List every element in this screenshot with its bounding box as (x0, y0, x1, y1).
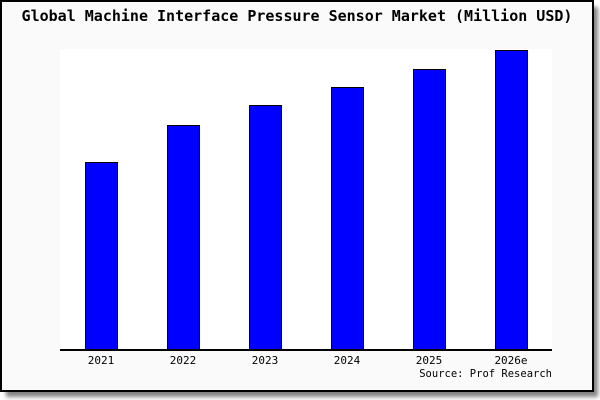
chart-frame: Global Machine Interface Pressure Sensor… (0, 0, 594, 392)
x-tick-label-2023: 2023 (251, 354, 279, 367)
bar-2024 (330, 86, 364, 349)
x-tick-label-2024: 2024 (333, 354, 361, 367)
chart-title: Global Machine Interface Pressure Sensor… (21, 7, 573, 25)
x-tick-label-2022: 2022 (169, 354, 197, 367)
x-axis-labels: 2021 2022 2023 2024 2025 2026e (60, 354, 552, 368)
x-tick-label-2026e: 2026e (494, 354, 528, 367)
bar-2022 (166, 124, 200, 349)
bar-2025 (412, 68, 446, 349)
plot-area (60, 49, 552, 351)
source-credit: Source: Prof Research (419, 368, 552, 380)
bar-2026e (494, 49, 528, 349)
bar-2023 (248, 105, 282, 349)
x-tick-label-2025: 2025 (415, 354, 443, 367)
bar-2021 (84, 162, 118, 349)
x-tick-label-2021: 2021 (87, 354, 115, 367)
